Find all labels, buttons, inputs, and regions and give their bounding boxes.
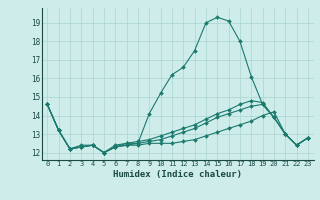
X-axis label: Humidex (Indice chaleur): Humidex (Indice chaleur) <box>113 170 242 179</box>
